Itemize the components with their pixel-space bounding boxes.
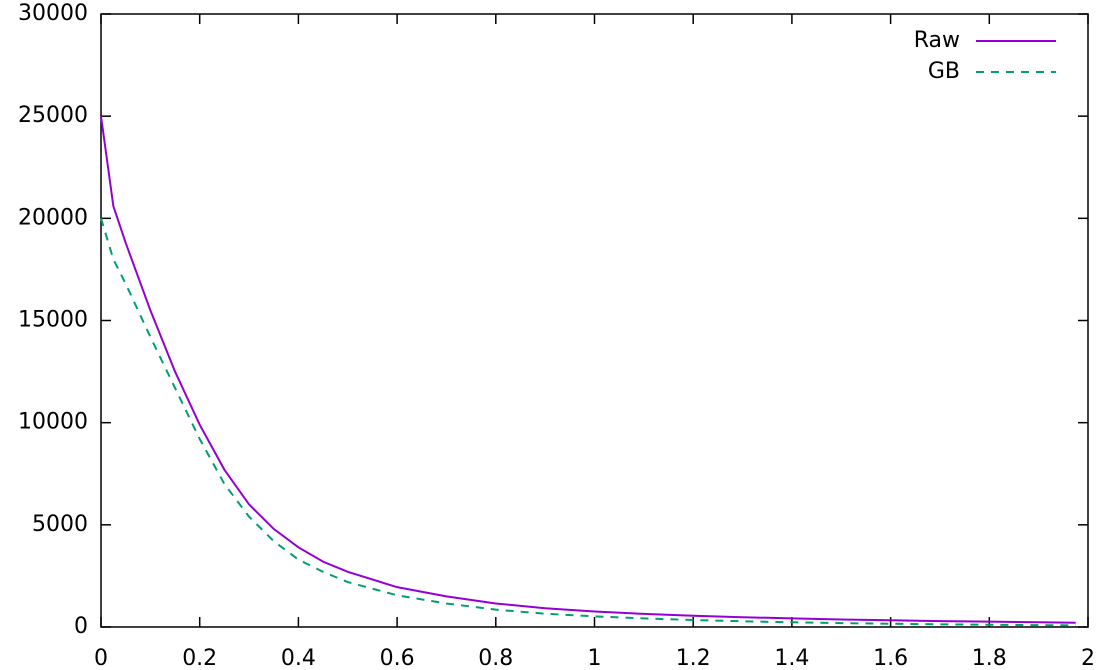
- y-tick-label: 15000: [18, 308, 88, 333]
- x-tick-label: 0: [94, 646, 108, 670]
- y-tick-label: 0: [74, 614, 88, 639]
- x-tick-label: 0.8: [478, 646, 513, 670]
- x-tick-label: 1.8: [972, 646, 1007, 670]
- plot-frame: [100, 13, 1089, 628]
- x-tick-label: 1.6: [873, 646, 908, 670]
- x-tick-label: 1: [588, 646, 602, 670]
- y-tick-label: 25000: [18, 103, 88, 128]
- legend-label: Raw: [914, 28, 960, 53]
- x-tick-label: 0.6: [380, 646, 415, 670]
- x-tick-label: 1.4: [774, 646, 809, 670]
- y-tick-label: 20000: [18, 205, 88, 230]
- y-tick-label: 10000: [18, 410, 88, 435]
- line: [100, 116, 1076, 624]
- y-tick-label: 5000: [32, 512, 88, 537]
- line: [100, 218, 1076, 627]
- x-tick-label: 2: [1081, 646, 1095, 670]
- x-tick-label: 1.2: [676, 646, 711, 670]
- x-tick-label: 0.4: [281, 646, 316, 670]
- legend-label: GB: [928, 59, 960, 84]
- y-tick-label: 30000: [18, 1, 88, 26]
- x-tick-label: 0.2: [182, 646, 217, 670]
